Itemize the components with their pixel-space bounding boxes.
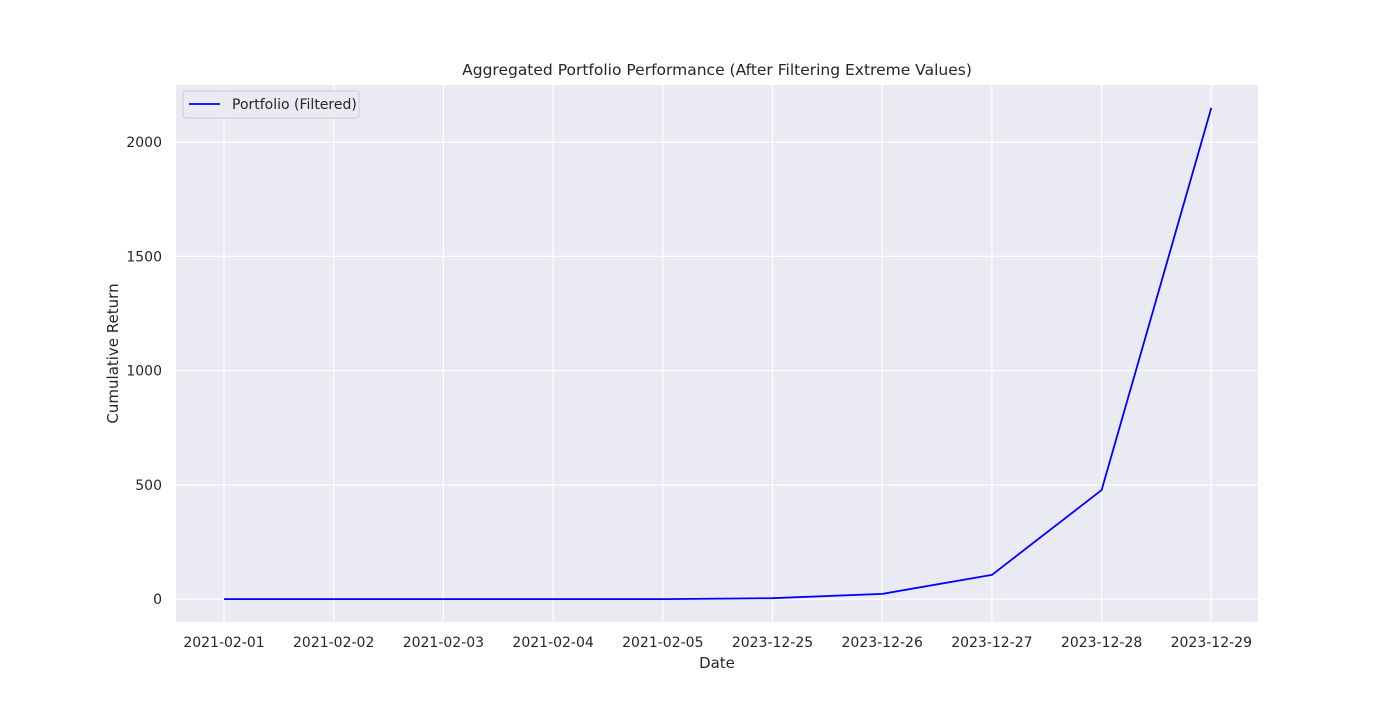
x-tick-label: 2023-12-28 [1061,635,1142,651]
chart-title: Aggregated Portfolio Performance (After … [462,61,972,79]
x-tick-label: 2021-02-03 [403,635,484,651]
x-tick-label: 2021-02-01 [183,635,264,651]
y-tick-label: 0 [153,592,162,608]
x-tick-label: 2021-02-05 [622,635,703,651]
x-tick-label: 2023-12-29 [1171,635,1252,651]
x-tick-label: 2021-02-04 [512,635,593,651]
legend: Portfolio (Filtered) [183,91,359,118]
x-axis-title: Date [699,654,735,672]
y-tick-label: 1500 [126,249,162,265]
plot-area-background [176,85,1258,622]
x-tick-label: 2021-02-02 [293,635,374,651]
x-tick-label: 2023-12-25 [732,635,813,651]
x-axis-ticks: 2021-02-01 2021-02-02 2021-02-03 2021-02-04… [183,635,1252,651]
legend-label: Portfolio (Filtered) [232,97,357,113]
x-tick-label: 2023-12-27 [951,635,1032,651]
y-tick-label: 1000 [126,364,162,380]
y-axis-ticks: 0 500 1000 1500 2000 [126,135,162,608]
y-tick-label: 2000 [126,135,162,151]
x-tick-label: 2023-12-26 [842,635,923,651]
y-tick-label: 500 [135,478,162,494]
y-axis-title: Cumulative Return [104,283,122,423]
